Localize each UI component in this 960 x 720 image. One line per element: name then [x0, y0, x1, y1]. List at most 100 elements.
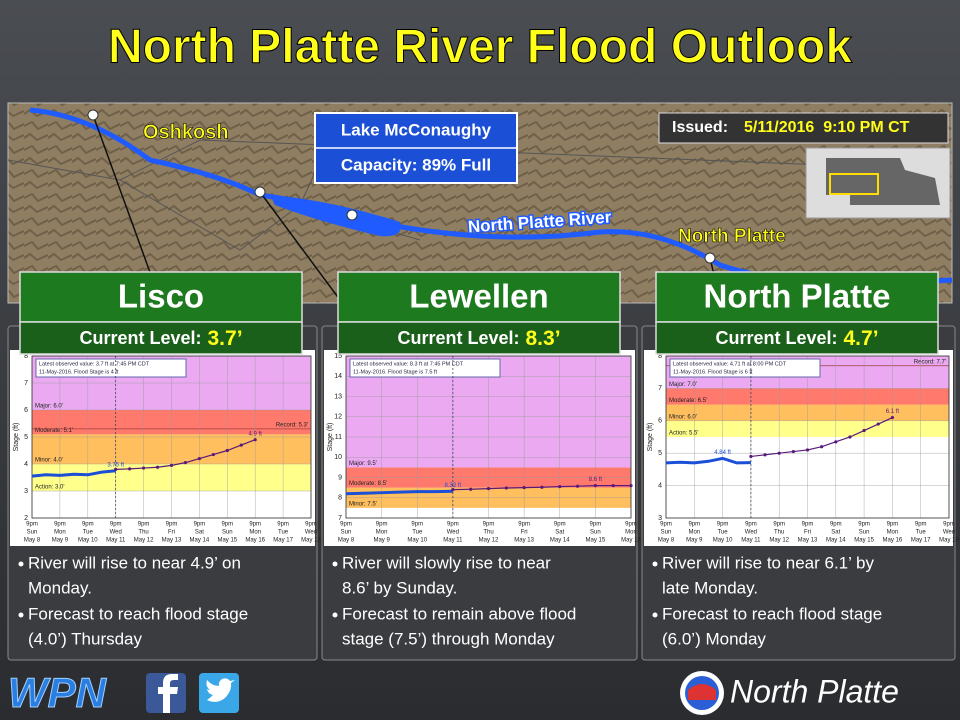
y-tick-label: 10	[334, 454, 342, 461]
note-box	[35, 358, 187, 378]
bullet-text: Forecast to reach flood stage	[662, 604, 882, 623]
forecast-point	[522, 486, 526, 490]
bullet	[652, 612, 658, 618]
x-tick-day: Sun	[27, 530, 38, 536]
threshold-label: Record: 5.3'	[276, 422, 308, 428]
lake	[270, 195, 401, 237]
bullet	[332, 561, 338, 567]
lake-name: Lake McConaughy	[341, 120, 492, 139]
x-tick-label: May 11	[443, 538, 463, 544]
x-tick-label: May 10	[713, 538, 733, 544]
forecast-point	[128, 467, 132, 471]
x-tick-label: May 16	[883, 538, 903, 544]
bullet-text: stage (7.5’) through Monday	[342, 629, 555, 648]
x-tick-day: Tue	[83, 530, 94, 536]
threshold-label: Minor: 7.5'	[349, 501, 377, 507]
x-tick-day: Wed	[447, 530, 459, 536]
x-tick-time: 9pm	[305, 522, 317, 528]
forecast-point	[253, 438, 257, 442]
issued-box	[658, 112, 949, 144]
threshold-label: Minor: 4.0'	[35, 458, 63, 464]
forecast-point	[834, 440, 838, 444]
y-tick-label: 8	[24, 353, 28, 360]
y-tick-label: 12	[334, 414, 342, 421]
y-tick-label: 15	[334, 353, 342, 360]
series-line	[31, 469, 116, 478]
forecast-point	[820, 445, 824, 449]
forecast-point	[486, 487, 491, 491]
x-tick-time: 9pm	[340, 522, 352, 528]
forecast-point	[575, 484, 580, 488]
x-tick-day: Sun	[661, 530, 672, 536]
site-marker	[87, 109, 99, 121]
bullet-text: 8.6’ by Sunday.	[342, 578, 457, 597]
town-label: North Platte	[678, 226, 786, 247]
x-tick-label: May 8	[658, 538, 675, 544]
threshold-label: Major: 7.0'	[669, 382, 697, 388]
x-tick-time: 9pm	[138, 522, 150, 528]
x-tick-day: Mon	[887, 530, 899, 536]
x-tick-day: Sat	[555, 530, 564, 536]
x-tick-day: Fri	[521, 530, 528, 536]
plot-frame	[345, 355, 632, 519]
x-tick-label: May 13	[162, 538, 182, 544]
x-tick-time: 9pm	[660, 522, 672, 528]
series-line	[345, 489, 453, 496]
x-tick-time: 9pm	[858, 522, 870, 528]
x-tick-time: 9pm	[166, 522, 178, 528]
forecast-point	[469, 487, 473, 491]
threshold-label: Record: 7.7'	[914, 359, 946, 365]
x-tick-label: May 16	[245, 538, 265, 544]
panel-heading	[655, 271, 939, 323]
note-text: Latest observed value: 3.7 ft at 7:45 PM…	[39, 361, 150, 367]
x-tick-day: Mon	[688, 530, 700, 536]
x-tick-label: May 12	[134, 538, 154, 544]
y-axis-label: Stage (ft)	[13, 423, 20, 452]
x-tick-day: Fri	[804, 530, 811, 536]
map: Oshkosh North Platte North Platte River …	[7, 102, 953, 304]
x-tick-label: May 10	[78, 538, 98, 544]
y-tick-label: 7	[658, 385, 662, 392]
lake-capacity: Capacity: 89% Full	[341, 155, 491, 174]
forecast-point	[197, 457, 201, 461]
panel-heading	[337, 271, 621, 323]
station-name: Lisco	[118, 278, 204, 315]
bullet-text: (6.0’) Monday	[662, 629, 766, 648]
station-panel: Action: 3.0' Minor: 4.0' Moderate: 5.1' Rec…	[7, 271, 321, 661]
note-text: Latest observed value: 8.3 ft at 7:45 PM…	[353, 361, 464, 367]
x-tick-time: 9pm	[110, 522, 122, 528]
x-tick-label: May 18	[301, 538, 321, 544]
x-tick-day: Thu	[483, 530, 493, 536]
current-level: Current Level: 8.3’	[397, 327, 560, 350]
y-tick-label: 11	[335, 434, 342, 441]
inset-highlight	[829, 173, 879, 195]
forecast-point	[155, 465, 160, 469]
x-tick-day: Thu	[138, 530, 148, 536]
level-value: 4.7’	[844, 327, 879, 350]
x-tick-time: 9pm	[447, 522, 459, 528]
x-tick-day: Sat	[831, 530, 840, 536]
y-axis-label: Stage (ft)	[647, 423, 654, 452]
issued-label: Issued:	[672, 119, 728, 136]
x-tick-time: 9pm	[221, 522, 233, 528]
threshold-label: Minor: 6.0'	[669, 414, 697, 420]
note-text: Latest observed value: 4.71 ft at 8:00 P…	[673, 361, 787, 367]
x-tick-day: Mon	[625, 530, 637, 536]
y-tick-label: 3	[24, 488, 28, 495]
x-tick-time: 9pm	[773, 522, 785, 528]
y-tick-label: 14	[334, 373, 342, 380]
x-tick-label: May 14	[550, 538, 570, 544]
forecast-point	[169, 463, 174, 467]
level-label: Current Level:	[79, 328, 201, 348]
x-tick-label: May 10	[407, 538, 427, 544]
level-value: 8.3’	[526, 327, 561, 350]
x-tick-day: Sun	[222, 530, 233, 536]
forecast-point	[593, 484, 597, 488]
x-tick-time: 9pm	[194, 522, 206, 528]
x-tick-label: May 12	[769, 538, 789, 544]
bullet	[18, 612, 24, 618]
twitter-glyph	[206, 678, 235, 702]
level-row	[655, 321, 939, 355]
forecast-point	[225, 448, 229, 453]
